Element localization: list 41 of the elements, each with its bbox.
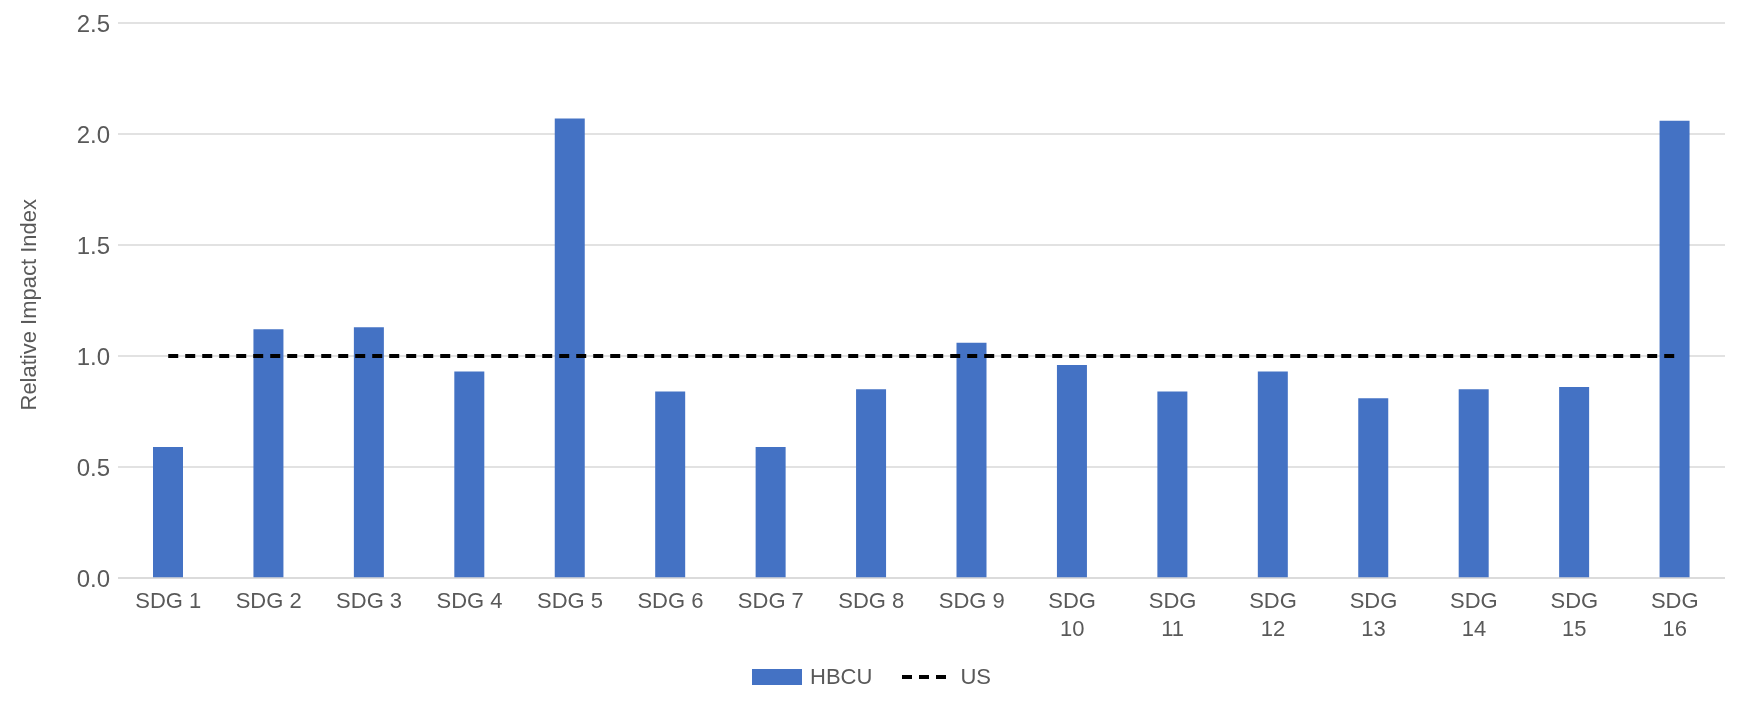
bar bbox=[856, 389, 887, 578]
x-tick-label: SDG 13 bbox=[1349, 588, 1398, 641]
x-tick-label: SDG 2 bbox=[235, 588, 302, 613]
y-tick-label: 2.5 bbox=[76, 9, 110, 37]
x-tick-label: SDG 9 bbox=[938, 588, 1005, 613]
bar bbox=[1458, 389, 1489, 578]
x-tick-label: SDG 16 bbox=[1650, 588, 1699, 641]
x-tick-label: SDG 12 bbox=[1249, 588, 1297, 641]
x-tick-label: SDG 5 bbox=[536, 588, 603, 613]
x-tick-label: SDG 3 bbox=[336, 588, 403, 613]
x-tick-label: SDG 1 bbox=[135, 588, 202, 613]
y-tick-label: 1.0 bbox=[76, 342, 110, 370]
bar bbox=[1358, 398, 1389, 578]
x-tick-label: SDG 11 bbox=[1148, 588, 1197, 641]
bar bbox=[956, 342, 987, 578]
x-tick-label: SDG 8 bbox=[838, 588, 905, 613]
bar bbox=[1659, 120, 1690, 578]
legend-label: HBCU bbox=[810, 664, 873, 690]
x-tick-label: SDG 15 bbox=[1550, 588, 1599, 641]
x-tick-label: SDG 6 bbox=[637, 588, 704, 613]
y-tick-label: 2.0 bbox=[76, 120, 110, 148]
bar bbox=[153, 447, 183, 578]
x-tick-label: SDG 10 bbox=[1048, 588, 1096, 641]
x-tick-label: SDG 4 bbox=[436, 588, 503, 613]
x-tick-label: SDG 14 bbox=[1450, 588, 1498, 641]
legend-label: US bbox=[960, 664, 991, 690]
bar bbox=[1257, 371, 1288, 578]
y-tick-label: 0.5 bbox=[76, 453, 110, 481]
y-axis-title: Relative Impact Index bbox=[15, 198, 41, 411]
bar bbox=[454, 371, 485, 578]
y-tick-label: 1.5 bbox=[76, 231, 110, 259]
bar bbox=[1056, 364, 1087, 578]
bar bbox=[253, 329, 284, 578]
bar bbox=[353, 327, 384, 578]
bar bbox=[554, 118, 585, 578]
bar bbox=[1559, 387, 1590, 578]
y-tick-label: 0.0 bbox=[76, 564, 110, 592]
x-tick-label: SDG 7 bbox=[737, 588, 804, 613]
bar bbox=[655, 391, 686, 578]
bar bbox=[1157, 391, 1188, 578]
bar bbox=[755, 447, 786, 578]
